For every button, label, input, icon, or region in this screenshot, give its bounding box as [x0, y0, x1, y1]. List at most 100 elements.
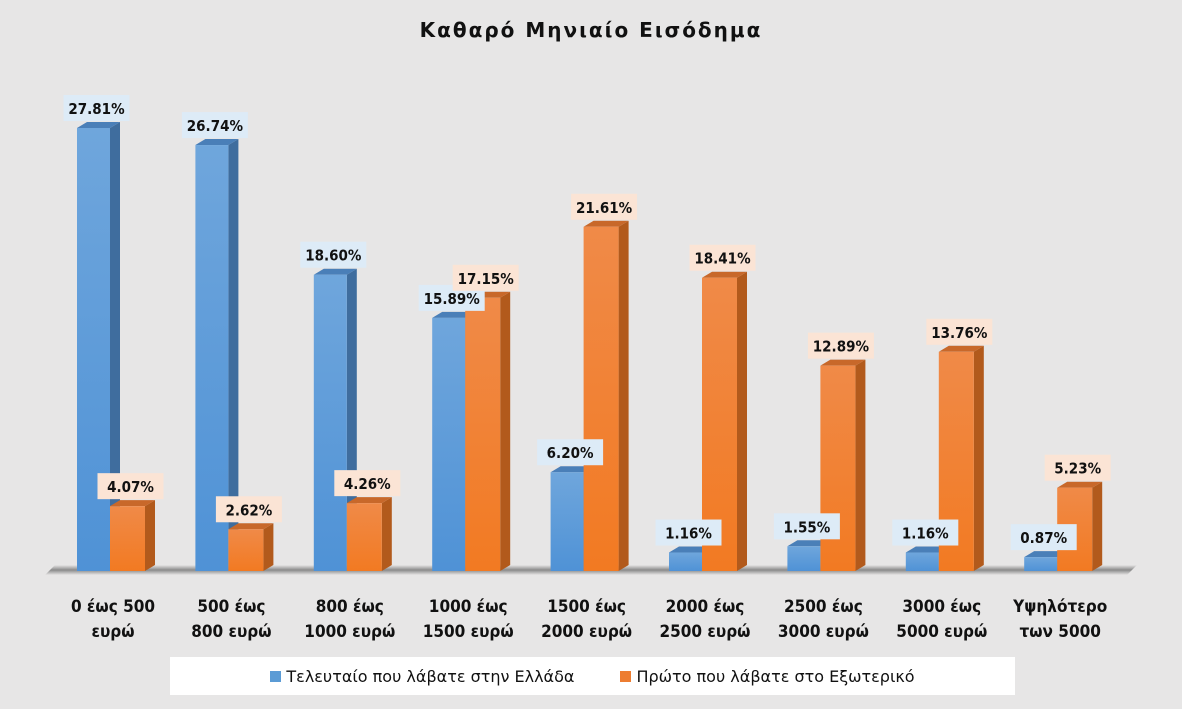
data-label: 17.15%	[458, 270, 515, 288]
data-label-bg	[571, 193, 638, 220]
bar-top	[77, 122, 120, 128]
bar-top	[938, 345, 984, 352]
data-label-bg	[537, 439, 604, 466]
bar-side	[145, 500, 155, 571]
bar-side	[500, 291, 511, 571]
legend-item-abroad: Πρώτο που λάβατε στο Εξωτερικό	[620, 666, 915, 686]
x-tick-label: 2500 έως	[784, 597, 863, 617]
bar-greece	[1024, 557, 1058, 571]
bar-greece	[669, 552, 702, 571]
bar-abroad	[820, 365, 856, 571]
bar-abroad	[110, 506, 145, 571]
x-tick-label: 3000 έως	[902, 597, 981, 617]
data-label-bg	[215, 496, 282, 523]
bar-side	[618, 220, 629, 571]
data-label-bg	[181, 112, 248, 139]
bar-greece	[787, 546, 821, 571]
data-label-bg	[300, 241, 367, 268]
data-label-bg	[807, 332, 874, 359]
legend-label: Τελευταίο που λάβατε στην Ελλάδα	[286, 666, 575, 686]
x-tick-label: 2000 έως	[666, 597, 745, 617]
data-label-bg	[1010, 524, 1077, 551]
chart-title: Καθαρό Μηνιαίο Εισόδημα	[419, 18, 763, 42]
bar-side	[263, 523, 274, 571]
x-tick-label: 1500 ευρώ	[423, 622, 514, 642]
data-label-bg	[926, 318, 993, 345]
bar-side	[973, 345, 984, 571]
bar-top	[1057, 481, 1103, 488]
x-tick-label: 1500 έως	[547, 597, 626, 617]
bar-side	[855, 359, 866, 571]
data-label: 4.07%	[107, 478, 154, 496]
legend-item-greece: Τελευταίο που λάβατε στην Ελλάδα	[270, 667, 574, 686]
x-tick-label: 3000 ευρώ	[778, 622, 869, 642]
bar-greece	[77, 128, 110, 571]
bar-side	[1092, 481, 1103, 571]
bar-top	[313, 268, 357, 275]
data-label-bg	[655, 519, 722, 546]
bar-top	[787, 540, 831, 547]
x-tick-label: 0 έως 500	[71, 597, 155, 617]
legend-label: Πρώτο που λάβατε στο Εξωτερικό	[636, 666, 915, 686]
data-label: 1.55%	[783, 518, 830, 536]
data-label-bg	[689, 244, 756, 271]
data-label-bg	[63, 95, 130, 121]
data-label: 18.60%	[305, 247, 362, 265]
data-label: 21.61%	[576, 199, 633, 217]
x-tick-label: των 5000	[1020, 622, 1101, 642]
bar-top	[228, 523, 274, 530]
data-label: 13.76%	[931, 324, 988, 342]
x-tick-label: 800 ευρώ	[191, 622, 271, 642]
data-label: 0.87%	[1020, 529, 1067, 547]
bar-greece	[432, 317, 466, 571]
bar-greece	[905, 552, 939, 571]
bar-side	[737, 271, 747, 571]
bar-top	[432, 311, 476, 318]
data-label-bg	[452, 264, 519, 291]
data-label: 5.23%	[1054, 460, 1101, 478]
x-tick-label: Υψηλότερο	[1012, 597, 1107, 617]
bar-top	[702, 271, 747, 278]
x-tick-label: 2000 ευρώ	[541, 622, 632, 642]
x-tick-label: 1000 έως	[429, 597, 508, 617]
x-tick-label: 2500 ευρώ	[660, 622, 751, 642]
legend-swatch-orange	[620, 670, 632, 682]
bar-top	[550, 466, 594, 473]
data-label: 15.89%	[424, 290, 481, 308]
data-label-bg	[1044, 454, 1111, 481]
data-label: 6.20%	[547, 444, 594, 462]
data-label-bg	[334, 470, 401, 497]
data-label: 18.41%	[694, 250, 751, 268]
x-tick-label: 800 έως	[316, 597, 384, 617]
bar-side	[110, 122, 120, 571]
legend-swatch-blue	[270, 670, 282, 682]
data-label: 4.26%	[344, 475, 391, 493]
data-label: 12.89%	[813, 338, 870, 356]
bar-side	[228, 139, 239, 571]
bar-top	[346, 497, 392, 504]
x-tick-label: ευρώ	[91, 622, 134, 642]
bar-top	[1024, 551, 1068, 558]
data-label: 1.16%	[665, 525, 712, 543]
data-label-bg	[97, 473, 164, 500]
data-label: 27.81%	[68, 100, 125, 118]
bar-top	[583, 220, 629, 227]
bar-greece	[313, 274, 347, 571]
bar-top	[820, 359, 866, 366]
data-label-bg	[773, 513, 840, 540]
bar-side	[381, 497, 392, 571]
x-tick-label: 5000 ευρώ	[896, 622, 987, 642]
data-label-bg	[892, 519, 959, 546]
x-tick-label: 1000 ευρώ	[304, 622, 395, 642]
bar-top	[195, 139, 239, 146]
data-label: 1.16%	[902, 525, 949, 543]
data-label: 2.62%	[225, 501, 272, 519]
bar-top	[905, 546, 949, 553]
data-label: 26.74%	[187, 117, 244, 135]
x-tick-label: 500 έως	[197, 597, 265, 617]
bar-abroad	[346, 503, 382, 571]
bar-greece	[550, 472, 584, 571]
bar-abroad	[465, 297, 501, 571]
legend: Τελευταίο που λάβατε στην Ελλάδα Πρώτο π…	[170, 657, 1015, 695]
